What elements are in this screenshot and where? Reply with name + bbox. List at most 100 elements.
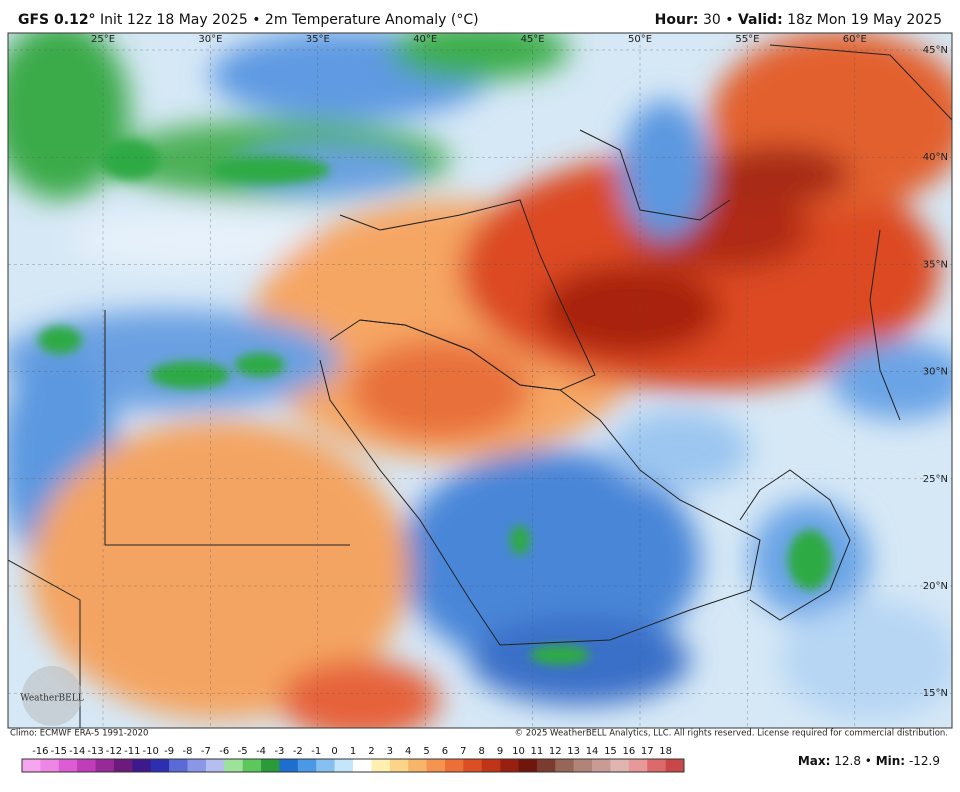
colorbar-tick-label: -8: [183, 746, 193, 757]
colorbar-tick-label: -7: [201, 746, 211, 757]
colorbar-swatch: [481, 759, 501, 772]
max-label: Max:: [798, 754, 831, 768]
colorbar-tick-label: 14: [586, 746, 599, 757]
colorbar-swatch: [150, 759, 170, 772]
colorbar-swatch: [353, 759, 372, 772]
valid-label: Valid:: [738, 12, 783, 28]
map: 25°E 30°E 35°E 40°E 45°E 50°E 55°E 60°E 45°N 40°N…: [8, 33, 952, 728]
colorbar-tick-label: 4: [405, 746, 411, 757]
longitude-label: 30°E: [198, 34, 222, 45]
colorbar-tick-label: -12: [106, 746, 122, 757]
latitude-label: 40°N: [923, 152, 948, 163]
colorbar-swatch: [408, 759, 427, 772]
colorbar-frame: [21, 758, 685, 773]
colorbar-swatch: [518, 759, 538, 772]
colorbar-swatch: [500, 759, 519, 772]
colorbar-swatch: [224, 759, 243, 772]
colorbar-swatch: [132, 759, 152, 772]
hour: 30: [703, 12, 721, 28]
colorbar-swatch: [22, 759, 41, 772]
colorbar-swatch: [463, 759, 483, 772]
colorbar-swatch: [205, 759, 225, 772]
colorbar: -16 -15 -14 -13 -12 -11 -10 -9 -8 -7 -6 -5 -4 -3 -2 -1 0…: [21, 746, 685, 773]
stats: Max: 12.8 • Min: -12.9: [798, 754, 940, 768]
max: 12.8: [834, 754, 861, 768]
colorbar-swatch: [610, 759, 630, 772]
copyright: © 2025 WeatherBELL Analytics, LLC. All r…: [515, 729, 948, 739]
colorbar-tick-label: -15: [51, 746, 67, 757]
colorbar-tick-label: -14: [69, 746, 85, 757]
separator: •: [725, 12, 733, 28]
colorbar-tick-label: 17: [641, 746, 654, 757]
colorbar-tick-label: -6: [219, 746, 229, 757]
colorbar-swatch: [169, 759, 188, 772]
colorbar-tick-label: -3: [274, 746, 284, 757]
longitude-label: 55°E: [735, 34, 759, 45]
min-label: Min:: [876, 754, 905, 768]
longitude-label: 50°E: [628, 34, 652, 45]
longitude-label: 60°E: [843, 34, 867, 45]
colorbar-swatch: [187, 759, 207, 772]
colorbar-tick-label: -13: [87, 746, 103, 757]
colorbar-swatch: [389, 759, 409, 772]
latitude-label: 25°N: [923, 474, 948, 485]
colorbar-swatch: [113, 759, 133, 772]
colorbar-tick-label: -16: [32, 746, 48, 757]
graticule: 25°E 30°E 35°E 40°E 45°E 50°E 55°E 60°E 45°N 40°N…: [8, 33, 952, 728]
colorbar-swatch: [426, 759, 446, 772]
init: Init 12z 18 May 2025: [100, 12, 248, 28]
colorbar-tick-label: -4: [256, 746, 266, 757]
model: GFS 0.12°: [18, 12, 96, 28]
colorbar-tick-label: 6: [442, 746, 448, 757]
colorbar-swatch: [628, 759, 648, 772]
colorbar-tick-label: 15: [604, 746, 617, 757]
colorbar-tick-label: 2: [368, 746, 374, 757]
colorbar-swatch: [40, 759, 60, 772]
longitude-label: 45°E: [521, 34, 545, 45]
latitude-label: 15°N: [923, 688, 948, 699]
colorbar-swatch: [573, 759, 593, 772]
valid: 18z Mon 19 May 2025: [787, 12, 942, 28]
field: 2m Temperature Anomaly (°C): [265, 12, 479, 28]
colorbar-swatch: [279, 759, 299, 772]
colorbar-tick-label: 8: [479, 746, 485, 757]
colorbar-tick-label: 18: [659, 746, 672, 757]
colorbar-swatch: [334, 759, 354, 772]
colorbar-swatch: [592, 759, 611, 772]
colorbar-swatch: [95, 759, 115, 772]
header-right: Hour: 30 • Valid: 18z Mon 19 May 2025: [655, 12, 942, 28]
colorbar-swatch: [77, 759, 96, 772]
colorbar-swatch: [536, 759, 556, 772]
colorbar-tick-label: 5: [423, 746, 429, 757]
colorbar-swatch: [297, 759, 317, 772]
min: -12.9: [909, 754, 940, 768]
colorbar-tick-label: -1: [311, 746, 321, 757]
colorbar-swatch: [555, 759, 574, 772]
colorbar-tick-label: 13: [567, 746, 580, 757]
colorbar-tick-label: 1: [350, 746, 356, 757]
colorbar-swatch: [647, 759, 666, 772]
colorbar-swatch: [242, 759, 262, 772]
latitude-label: 30°N: [923, 367, 948, 378]
latitude-label: 35°N: [923, 259, 948, 270]
longitude-label: 25°E: [91, 34, 115, 45]
hour-label: Hour:: [655, 12, 699, 28]
colorbar-tick-label: 12: [549, 746, 562, 757]
climo-note: Climo: ECMWF ERA-5 1991-2020: [10, 729, 148, 739]
colorbar-tick-label: -10: [143, 746, 159, 757]
colorbar-tick-label: 9: [497, 746, 503, 757]
colorbar-tick-label: -11: [124, 746, 140, 757]
colorbar-tick-label: -2: [293, 746, 303, 757]
colorbar-tick-label: 10: [512, 746, 525, 757]
colorbar-swatch: [261, 759, 280, 772]
colorbar-tick-label: 11: [531, 746, 544, 757]
colorbar-tick-label: 3: [387, 746, 393, 757]
colorbar-swatch: [316, 759, 335, 772]
colorbar-swatch: [444, 759, 464, 772]
colorbar-swatch: [371, 759, 391, 772]
separator: •: [252, 12, 260, 28]
logo-badge: [22, 666, 82, 726]
latitude-label: 20°N: [923, 581, 948, 592]
longitude-label: 35°E: [306, 34, 330, 45]
colorbar-swatch: [58, 759, 78, 772]
